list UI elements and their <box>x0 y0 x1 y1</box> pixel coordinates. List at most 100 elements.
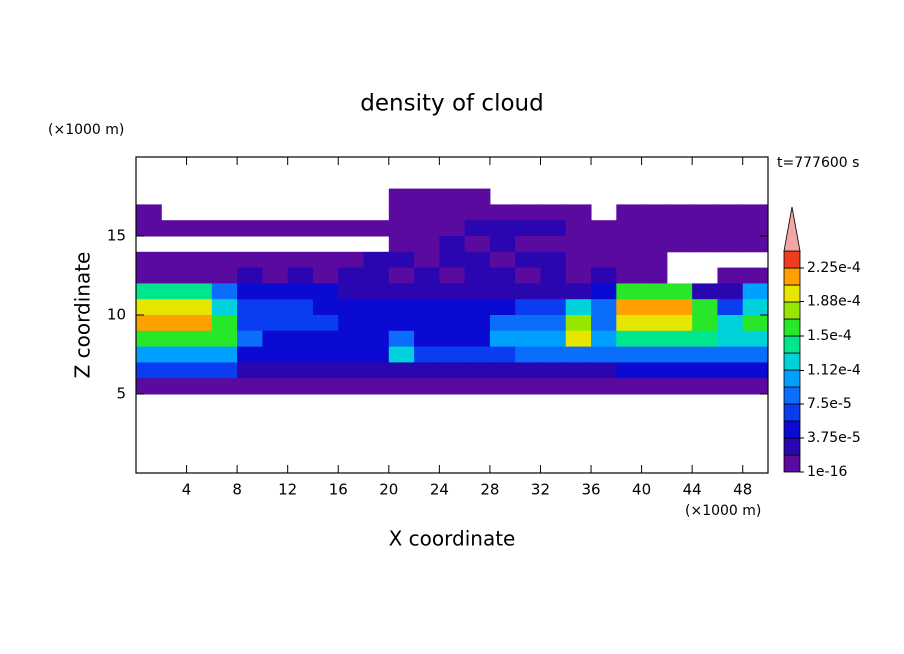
contour-cell <box>338 330 365 348</box>
contour-cell <box>489 362 516 379</box>
x-tick-label: 16 <box>329 481 348 499</box>
contour-cell <box>540 378 567 395</box>
contour-cell <box>565 346 592 363</box>
contour-cell <box>287 220 314 237</box>
colorbar-band <box>783 369 801 388</box>
contour-cell <box>641 236 668 253</box>
y-unit: (×1000 m) <box>48 122 124 138</box>
contour-cell <box>591 346 617 363</box>
contour-cell <box>136 346 162 363</box>
contour-cell <box>363 299 390 316</box>
contour-cell <box>742 346 769 363</box>
contour-cell <box>237 330 263 348</box>
contour-cell <box>237 378 263 395</box>
contour-cell <box>666 346 693 363</box>
contour-cell <box>439 346 466 363</box>
contour-cell <box>211 330 238 348</box>
contour-cell <box>414 346 440 363</box>
contour-cell <box>515 299 541 316</box>
contour-cell <box>136 330 162 348</box>
contour-cell <box>211 346 238 363</box>
contour-cell <box>641 283 668 300</box>
x-tick-label: 12 <box>278 481 297 499</box>
contour-cell <box>591 283 617 300</box>
contour-cell <box>616 315 643 332</box>
contour-cell <box>414 362 440 379</box>
contour-cell <box>186 315 213 332</box>
contour-cell <box>414 204 440 221</box>
contour-cell <box>489 220 516 237</box>
contour-cell <box>186 378 213 395</box>
contour-cell <box>186 346 213 363</box>
x-tick-label: 48 <box>733 481 752 499</box>
contour-cell <box>262 299 289 316</box>
contour-cell <box>211 378 238 395</box>
contour-cell <box>237 251 263 269</box>
colorbar-tick-label: 7.5e-5 <box>807 396 852 412</box>
contour-cell <box>692 315 718 332</box>
contour-cell <box>388 204 415 221</box>
contour-cell <box>616 378 643 395</box>
contour-cell <box>666 220 693 237</box>
contour-cell <box>388 315 415 332</box>
contour-cell <box>565 204 592 221</box>
colorbar-band <box>783 352 801 371</box>
contour-cell <box>388 378 415 395</box>
contour-cell <box>540 315 567 332</box>
contour-cell <box>742 283 769 300</box>
colorbar-band <box>783 301 801 320</box>
contour-cell <box>515 251 541 269</box>
colorbar-band <box>783 335 801 354</box>
contour-cell <box>414 299 440 316</box>
contour-cell <box>414 267 440 284</box>
contour-cell <box>464 188 491 205</box>
contour-cell <box>186 267 213 284</box>
contour-cell <box>312 362 339 379</box>
contour-cell <box>338 299 365 316</box>
y-tick-label: 5 <box>116 385 126 403</box>
contour-cell <box>616 346 643 363</box>
contour-cell <box>414 315 440 332</box>
contour-cell <box>312 283 339 300</box>
contour-cell <box>515 267 541 284</box>
x-tick-label: 20 <box>379 481 398 499</box>
contour-cell <box>540 330 567 348</box>
contour-cell <box>742 236 769 253</box>
contour-cell <box>540 299 567 316</box>
contour-cell <box>287 315 314 332</box>
contour-cell <box>540 346 567 363</box>
contour-cell <box>464 267 491 284</box>
contour-cell <box>312 346 339 363</box>
contour-cell <box>742 204 769 221</box>
contour-cell <box>211 251 238 269</box>
contour-cell <box>363 220 390 237</box>
contour-cell <box>161 315 188 332</box>
contour-cell <box>489 236 516 253</box>
colorbar-band <box>783 318 801 337</box>
contour-cell <box>591 236 617 253</box>
colorbar-band <box>783 284 801 303</box>
contour-cell <box>388 267 415 284</box>
colorbar-tick-label: 3.75e-5 <box>807 430 861 446</box>
contour-cell <box>161 299 188 316</box>
contour-cell <box>161 362 188 379</box>
contour-cell <box>338 220 365 237</box>
contour-cell <box>312 220 339 237</box>
contour-cell <box>717 299 744 316</box>
colorbar-band <box>783 403 801 422</box>
x-tick-label: 36 <box>581 481 600 499</box>
contour-cell <box>641 378 668 395</box>
chart-title: density of cloud <box>360 91 543 117</box>
contour-cell <box>717 267 744 284</box>
contour-cell <box>489 330 516 348</box>
colorbar-tick-label: 1e-16 <box>807 464 847 480</box>
contour-cell <box>161 346 188 363</box>
contour-cell <box>414 220 440 237</box>
contour-cell <box>464 204 491 221</box>
contour-cell <box>363 362 390 379</box>
contour-cell <box>186 362 213 379</box>
contour-cell <box>338 283 365 300</box>
contour-cell <box>692 220 718 237</box>
contour-cell <box>641 330 668 348</box>
contour-cell <box>616 362 643 379</box>
